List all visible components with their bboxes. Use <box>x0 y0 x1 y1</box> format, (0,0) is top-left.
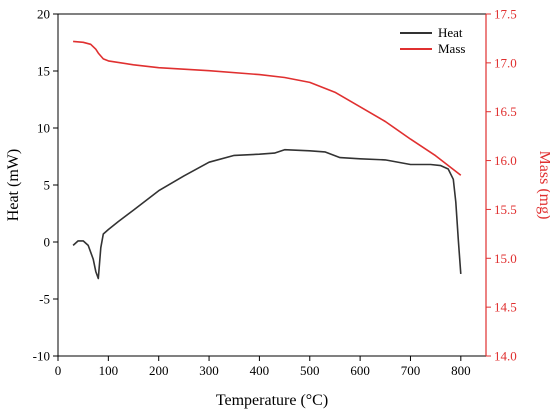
legend-mass-label: Mass <box>438 41 465 56</box>
y2-tick-label: 17.5 <box>494 7 517 22</box>
x-tick-label: 600 <box>350 363 370 378</box>
x-tick-label: 700 <box>401 363 421 378</box>
y2-tick-label: 17.0 <box>494 55 517 70</box>
y-tick-label: 15 <box>37 64 50 79</box>
right-axis-title: Mass (mg) <box>536 151 550 220</box>
y-tick-label: -5 <box>39 292 50 307</box>
y2-tick-label: 16.5 <box>494 104 517 119</box>
heat-series-line <box>72 148 462 280</box>
legend-heat-label: Heat <box>438 25 463 40</box>
series-layer <box>72 40 462 280</box>
y-tick-label: -10 <box>33 349 50 364</box>
mass-series-line <box>73 40 462 176</box>
y-tick-label: 0 <box>44 235 51 250</box>
y-tick-label: 20 <box>37 7 50 22</box>
y-tick-label: 5 <box>44 178 51 193</box>
y2-tick-label: 14.0 <box>494 349 517 364</box>
x-tick-label: 100 <box>99 363 119 378</box>
plot-frame <box>57 13 487 357</box>
legend: Heat Mass <box>400 25 465 56</box>
x-axis-title: Temperature (°C) <box>216 392 328 409</box>
y-tick-label: 10 <box>37 121 50 136</box>
x-axis-ticks: 0 100 200 300 400 500 600 700 800 <box>55 356 471 378</box>
left-axis-title: Heat (mW) <box>5 149 22 221</box>
y2-tick-label: 15.5 <box>494 202 517 217</box>
y2-tick-label: 15.0 <box>494 251 517 266</box>
right-axis-ticks: 14.0 14.5 15.0 15.5 16.0 16.5 17.0 17.5 <box>486 7 517 364</box>
left-axis-ticks: -10 -5 0 5 10 15 20 <box>33 7 58 364</box>
x-tick-label: 400 <box>250 363 270 378</box>
x-tick-label: 0 <box>55 363 62 378</box>
x-tick-label: 300 <box>199 363 219 378</box>
x-tick-label: 500 <box>300 363 320 378</box>
x-tick-label: 800 <box>451 363 471 378</box>
y2-tick-label: 14.5 <box>494 300 517 315</box>
x-tick-label: 200 <box>149 363 169 378</box>
y2-tick-label: 16.0 <box>494 153 517 168</box>
